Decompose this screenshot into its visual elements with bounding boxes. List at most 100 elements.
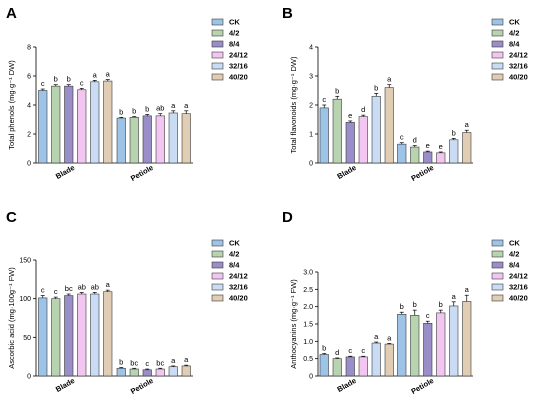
- bar-blade: [332, 358, 342, 377]
- bar-petiole: [129, 117, 139, 164]
- legend-label: 40/20: [229, 73, 248, 82]
- legend-label: 4/2: [509, 250, 519, 259]
- significance-letter: b: [132, 107, 136, 116]
- legend-label: CK: [229, 239, 240, 248]
- bar-blade: [64, 85, 74, 164]
- significance-letter: b: [54, 75, 58, 84]
- y-tick-label: 6: [27, 74, 31, 81]
- bar-petiole: [116, 367, 126, 377]
- bar-blade: [319, 354, 329, 377]
- significance-letter: c: [41, 79, 45, 88]
- legend-label: CK: [509, 18, 520, 27]
- y-tick-label: 0.5: [303, 356, 313, 363]
- significance-letter: bc: [130, 358, 138, 367]
- bar-petiole: [142, 115, 152, 164]
- legend-label: 8/4: [509, 40, 520, 49]
- y-tick-label: 4: [309, 45, 313, 52]
- bar-petiole: [436, 152, 446, 164]
- legend-swatch: [211, 261, 224, 269]
- significance-letter: a: [93, 70, 98, 79]
- legend-swatch: [211, 18, 224, 26]
- y-tick-label: 1: [309, 132, 313, 139]
- bar-petiole: [423, 323, 433, 377]
- y-tick-label: 2: [309, 103, 313, 110]
- bar-blade: [345, 122, 355, 164]
- bar-blade: [358, 356, 368, 377]
- bar-petiole: [181, 365, 191, 377]
- significance-letter: a: [465, 120, 470, 129]
- legend-swatch: [211, 272, 224, 280]
- significance-letter: a: [106, 70, 111, 79]
- legend-swatch: [491, 283, 504, 291]
- bar-blade: [38, 297, 48, 377]
- significance-letter: e: [348, 111, 352, 120]
- significance-letter: e: [439, 142, 443, 151]
- legend-swatch: [211, 73, 224, 81]
- significance-letter: b: [413, 300, 417, 309]
- category-label: Blade: [336, 376, 358, 394]
- legend-label: 24/12: [509, 51, 528, 60]
- significance-letter: b: [374, 83, 378, 92]
- bar-blade: [51, 85, 61, 164]
- significance-letter: a: [387, 333, 392, 342]
- significance-letter: a: [465, 285, 470, 294]
- legend-label: 40/20: [229, 294, 248, 303]
- legend-label: 32/16: [509, 283, 528, 292]
- bar-petiole: [142, 369, 152, 377]
- y-axis-label: Anthocyanins (mg·g⁻¹ FW): [289, 279, 298, 369]
- y-tick-label: 100: [19, 296, 31, 303]
- y-tick-label: 0: [27, 161, 31, 168]
- significance-letter: c: [322, 95, 326, 104]
- significance-letter: d: [413, 136, 417, 145]
- significance-letter: ab: [78, 282, 86, 291]
- y-tick-label: 0: [309, 161, 313, 168]
- significance-letter: b: [335, 86, 339, 95]
- y-tick-label: 3: [309, 74, 313, 81]
- significance-letter: a: [452, 292, 457, 301]
- panel-letter: B: [282, 5, 293, 22]
- bar-petiole: [397, 143, 407, 164]
- bar-blade: [90, 293, 100, 377]
- legend: CK 4/2 8/4 24/12 32/16 40/20: [211, 18, 248, 82]
- y-tick-label: 150: [19, 258, 31, 265]
- bar-petiole: [181, 113, 191, 164]
- bar-blade: [384, 343, 394, 377]
- category-label: Petiole: [409, 163, 435, 183]
- significance-letter: a: [106, 280, 111, 289]
- legend-label: 24/12: [509, 272, 528, 281]
- bar-petiole: [410, 315, 420, 377]
- y-tick-label: 0: [27, 374, 31, 381]
- legend-swatch: [491, 250, 504, 258]
- bar-blade: [38, 90, 48, 164]
- significance-letter: b: [439, 300, 443, 309]
- y-tick-label: 8: [27, 45, 31, 52]
- bar-blade: [371, 96, 381, 164]
- legend-label: 4/2: [229, 29, 239, 38]
- legend-label: 40/20: [509, 73, 528, 82]
- significance-letter: c: [400, 133, 404, 142]
- y-tick-label: 2: [27, 132, 31, 139]
- y-axis-label: Total phenols (mg·g⁻¹ DW): [7, 60, 16, 150]
- bar-petiole: [129, 368, 139, 377]
- legend-swatch: [211, 29, 224, 37]
- significance-letter: b: [67, 75, 71, 84]
- significance-letter: a: [387, 75, 392, 84]
- legend-swatch: [491, 73, 504, 81]
- legend-label: 24/12: [229, 51, 248, 60]
- legend-swatch: [211, 250, 224, 258]
- category-label: Blade: [54, 163, 76, 181]
- bar-blade: [90, 81, 100, 164]
- y-tick-label: 4: [27, 103, 31, 110]
- category-label: Petiole: [129, 376, 155, 396]
- bar-blade: [384, 87, 394, 164]
- legend-label: 4/2: [229, 250, 239, 259]
- significance-letter: c: [361, 346, 365, 355]
- significance-letter: ab: [91, 282, 99, 291]
- bar-blade: [332, 98, 342, 164]
- legend-swatch: [491, 272, 504, 280]
- bar-petiole: [436, 312, 446, 377]
- legend-label: 8/4: [229, 261, 240, 270]
